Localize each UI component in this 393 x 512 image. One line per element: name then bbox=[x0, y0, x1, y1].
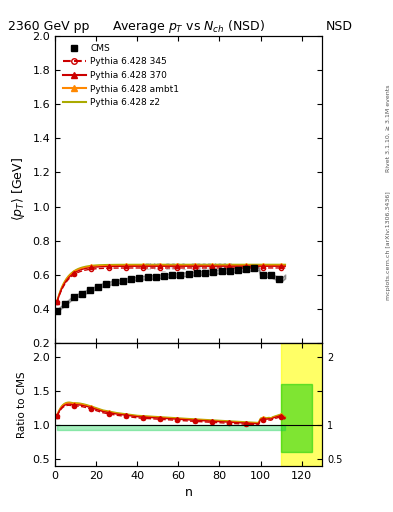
Text: 2360 GeV pp: 2360 GeV pp bbox=[8, 20, 89, 33]
Legend: CMS, Pythia 6.428 345, Pythia 6.428 370, Pythia 6.428 ambt1, Pythia 6.428 z2: CMS, Pythia 6.428 345, Pythia 6.428 370,… bbox=[59, 40, 183, 111]
Bar bbox=[281, 343, 322, 466]
Text: mcplots.cern.ch [arXiv:1306.3436]: mcplots.cern.ch [arXiv:1306.3436] bbox=[386, 191, 391, 300]
Title: Average $p_T$ vs $N_{ch}$ (NSD): Average $p_T$ vs $N_{ch}$ (NSD) bbox=[112, 18, 265, 35]
Text: NSD: NSD bbox=[326, 20, 353, 33]
Bar bbox=[281, 384, 312, 452]
X-axis label: n: n bbox=[185, 486, 193, 499]
Y-axis label: Ratio to CMS: Ratio to CMS bbox=[17, 371, 27, 438]
Text: Rivet 3.1.10, ≥ 3.1M events: Rivet 3.1.10, ≥ 3.1M events bbox=[386, 84, 391, 172]
Y-axis label: $\langle p_T \rangle$ [GeV]: $\langle p_T \rangle$ [GeV] bbox=[10, 158, 27, 221]
Text: CMS_2011_S8884919: CMS_2011_S8884919 bbox=[143, 262, 234, 271]
